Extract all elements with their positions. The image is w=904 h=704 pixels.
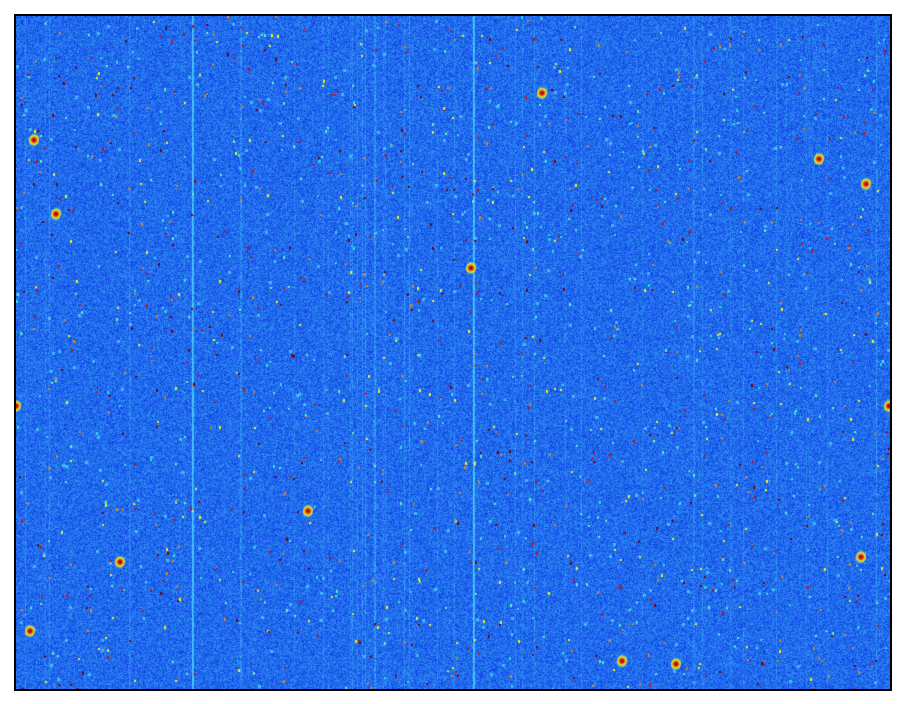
detector-image bbox=[16, 16, 890, 689]
image-frame bbox=[14, 14, 892, 691]
